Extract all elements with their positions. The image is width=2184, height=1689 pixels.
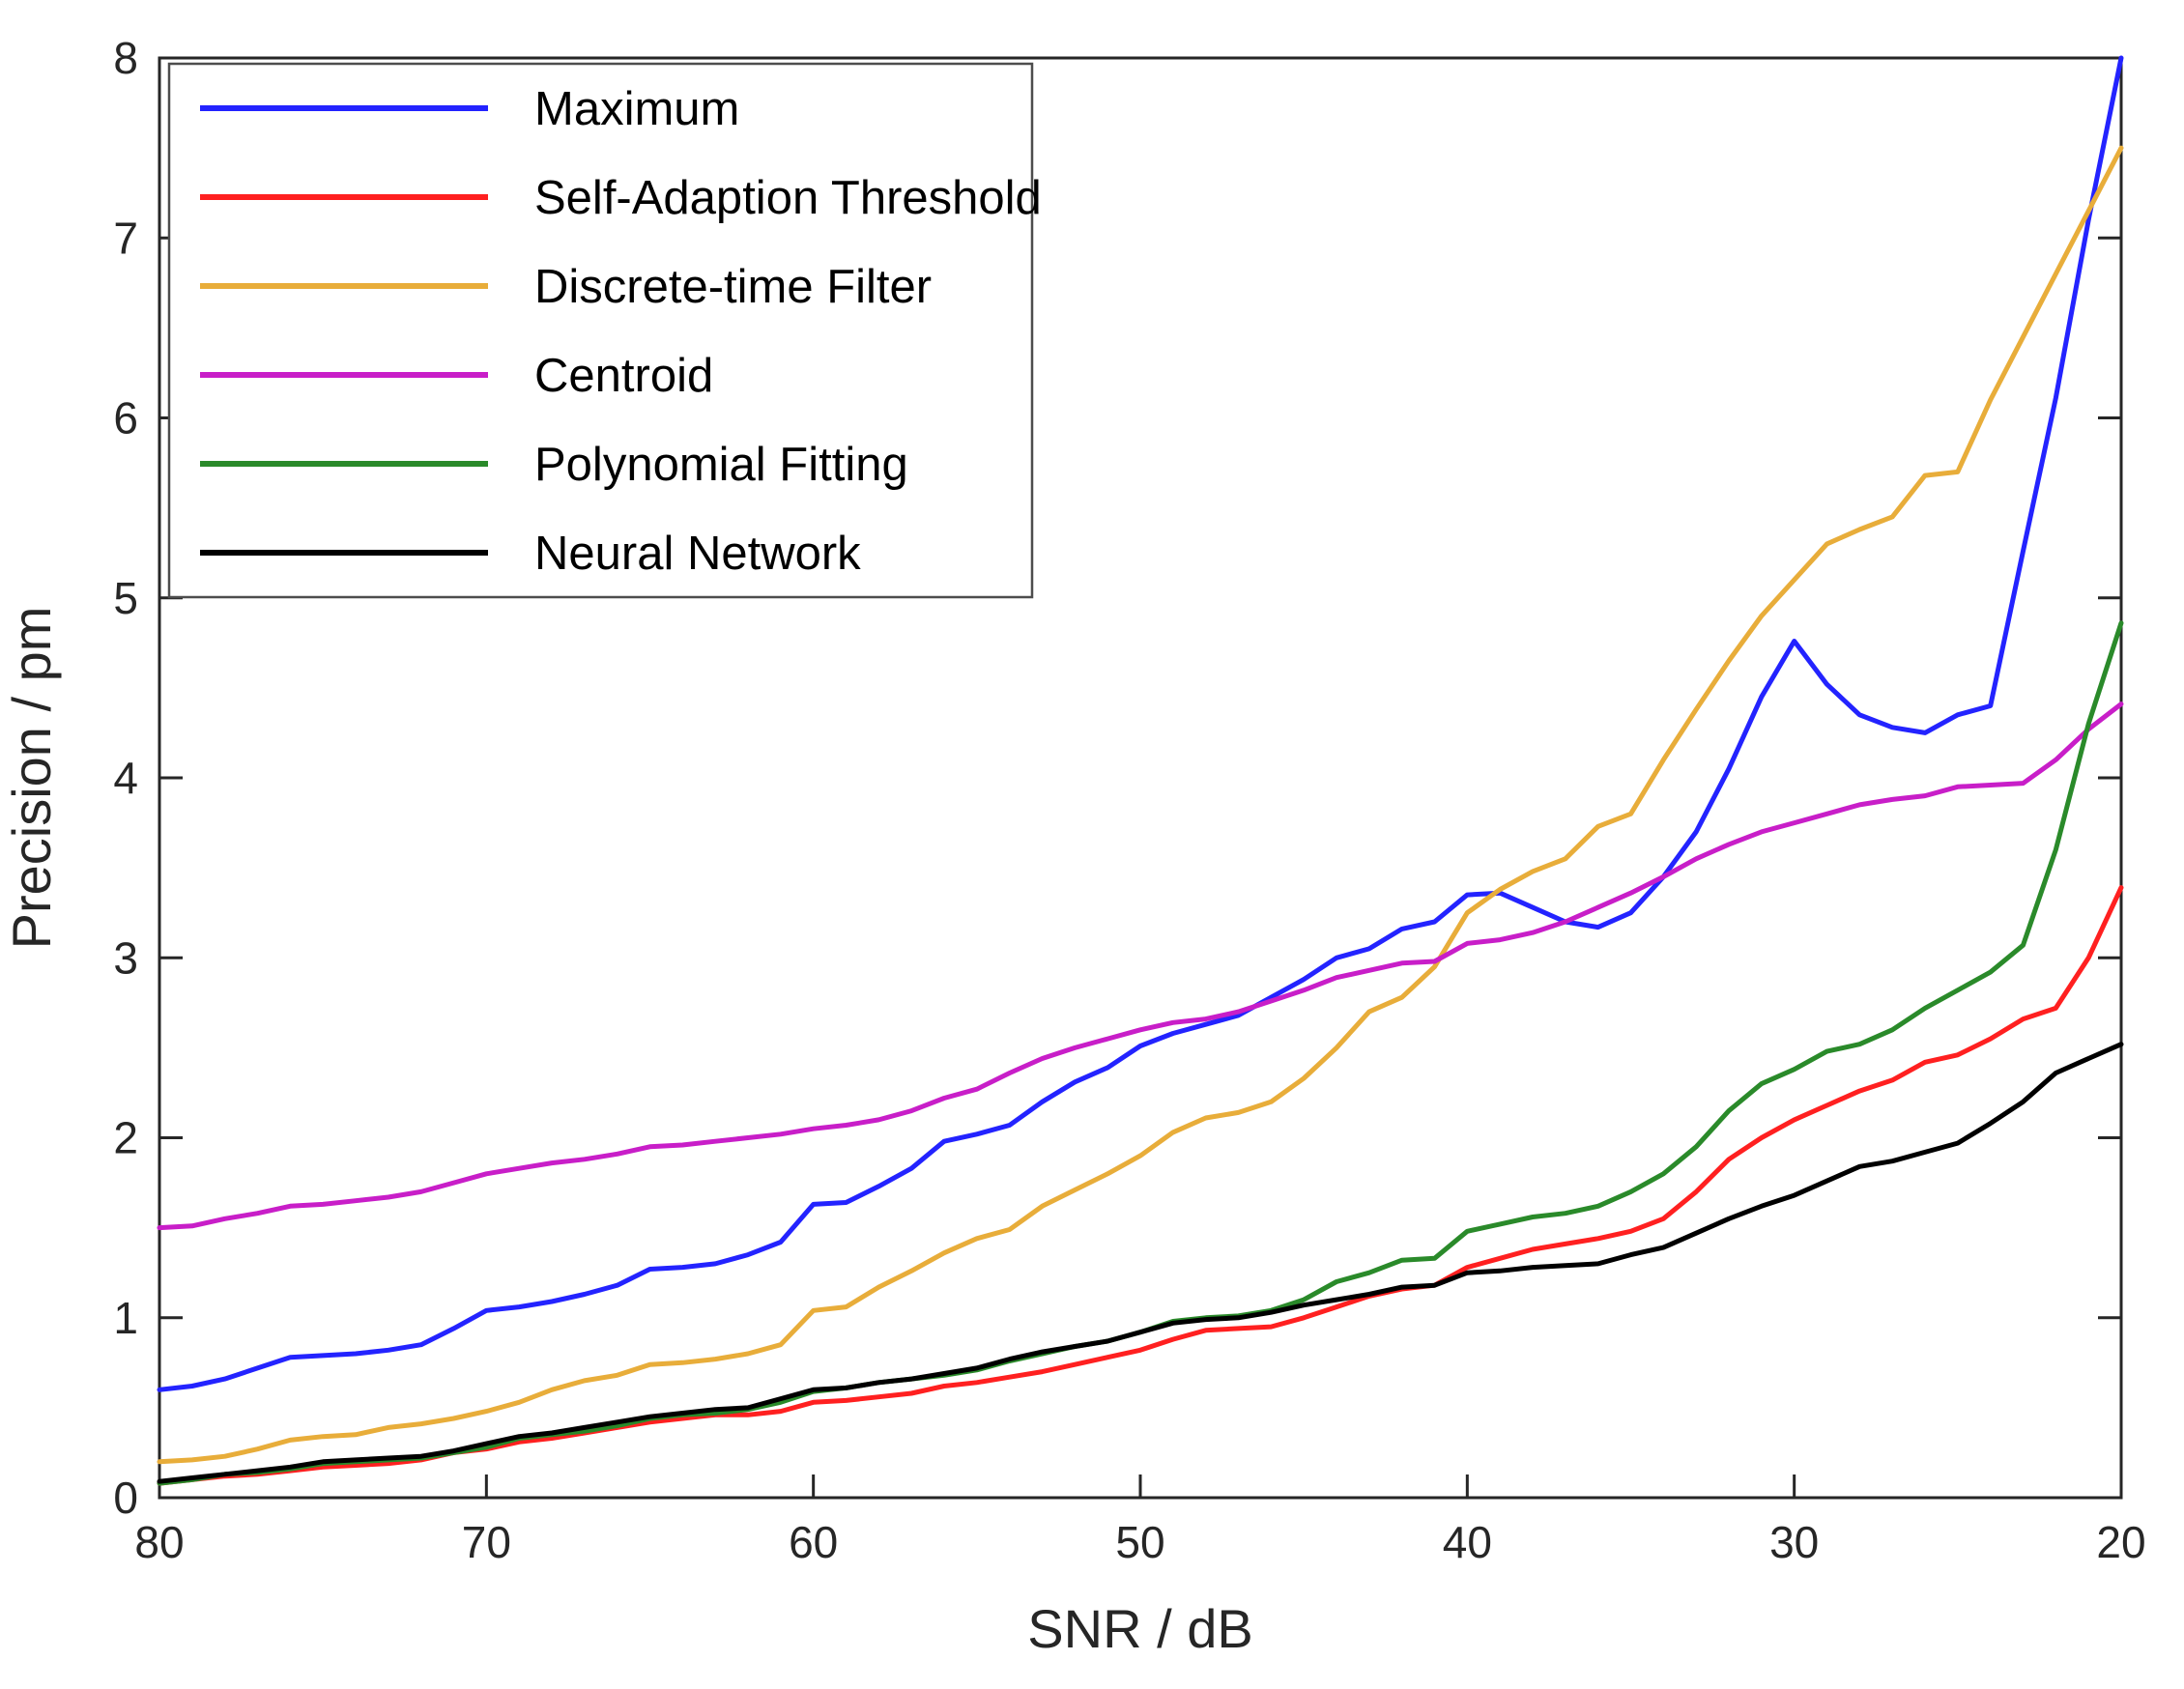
y-tick-label-1: 1 xyxy=(113,1293,138,1343)
y-axis-label: Precision / pm xyxy=(1,607,62,950)
series-line-discrete-time-filter xyxy=(157,145,2124,1465)
y-tick-label-2: 2 xyxy=(113,1113,138,1163)
axis-tick-labels: 80 70 60 50 40 30 20 0 1 2 3 4 5 6 7 8 xyxy=(113,33,2145,1567)
series-line-maximum xyxy=(157,55,2124,1392)
x-tick-label-80: 80 xyxy=(134,1517,184,1567)
legend-label-polynomial-fitting: Polynomial Fitting xyxy=(534,439,908,491)
x-axis-label: SNR / dB xyxy=(1027,1598,1252,1659)
data-series xyxy=(157,55,2124,1486)
y-tick-label-4: 4 xyxy=(113,753,138,803)
legend-label-neural-network: Neural Network xyxy=(534,528,861,580)
x-tick-label-70: 70 xyxy=(462,1517,511,1567)
x-tick-label-40: 40 xyxy=(1443,1517,1492,1567)
series-line-neural-network xyxy=(157,1042,2124,1484)
y-tick-label-0: 0 xyxy=(113,1473,138,1523)
x-tick-label-20: 20 xyxy=(2096,1517,2145,1567)
y-tick-label-7: 7 xyxy=(113,213,138,263)
legend-item-discrete-time-filter: Discrete-time Filter xyxy=(200,261,932,313)
legend-label-self-adaption-threshold: Self-Adaption Threshold xyxy=(534,172,1042,224)
series-line-polynomial-fitting xyxy=(157,620,2124,1486)
legend-item-polynomial-fitting: Polynomial Fitting xyxy=(200,439,908,491)
x-tick-label-30: 30 xyxy=(1769,1517,1819,1567)
legend-item-maximum: Maximum xyxy=(200,83,739,135)
legend-item-centroid: Centroid xyxy=(200,350,713,402)
legend: Maximum Self-Adaption Threshold Discrete-t… xyxy=(167,62,1042,599)
legend-label-centroid: Centroid xyxy=(534,350,713,402)
y-tick-label-6: 6 xyxy=(113,393,138,444)
y-tick-label-8: 8 xyxy=(113,33,138,83)
legend-box xyxy=(167,62,1034,599)
x-tick-label-50: 50 xyxy=(1115,1517,1164,1567)
y-tick-label-3: 3 xyxy=(113,932,138,983)
legend-label-discrete-time-filter: Discrete-time Filter xyxy=(534,261,932,313)
legend-label-maximum: Maximum xyxy=(534,83,739,135)
legend-item-neural-network: Neural Network xyxy=(200,528,861,580)
series-line-self-adaption-threshold xyxy=(157,885,2124,1486)
y-tick-label-5: 5 xyxy=(113,573,138,623)
x-tick-label-60: 60 xyxy=(789,1517,838,1567)
legend-item-self-adaption-threshold: Self-Adaption Threshold xyxy=(200,172,1042,224)
series-line-centroid xyxy=(157,701,2124,1231)
